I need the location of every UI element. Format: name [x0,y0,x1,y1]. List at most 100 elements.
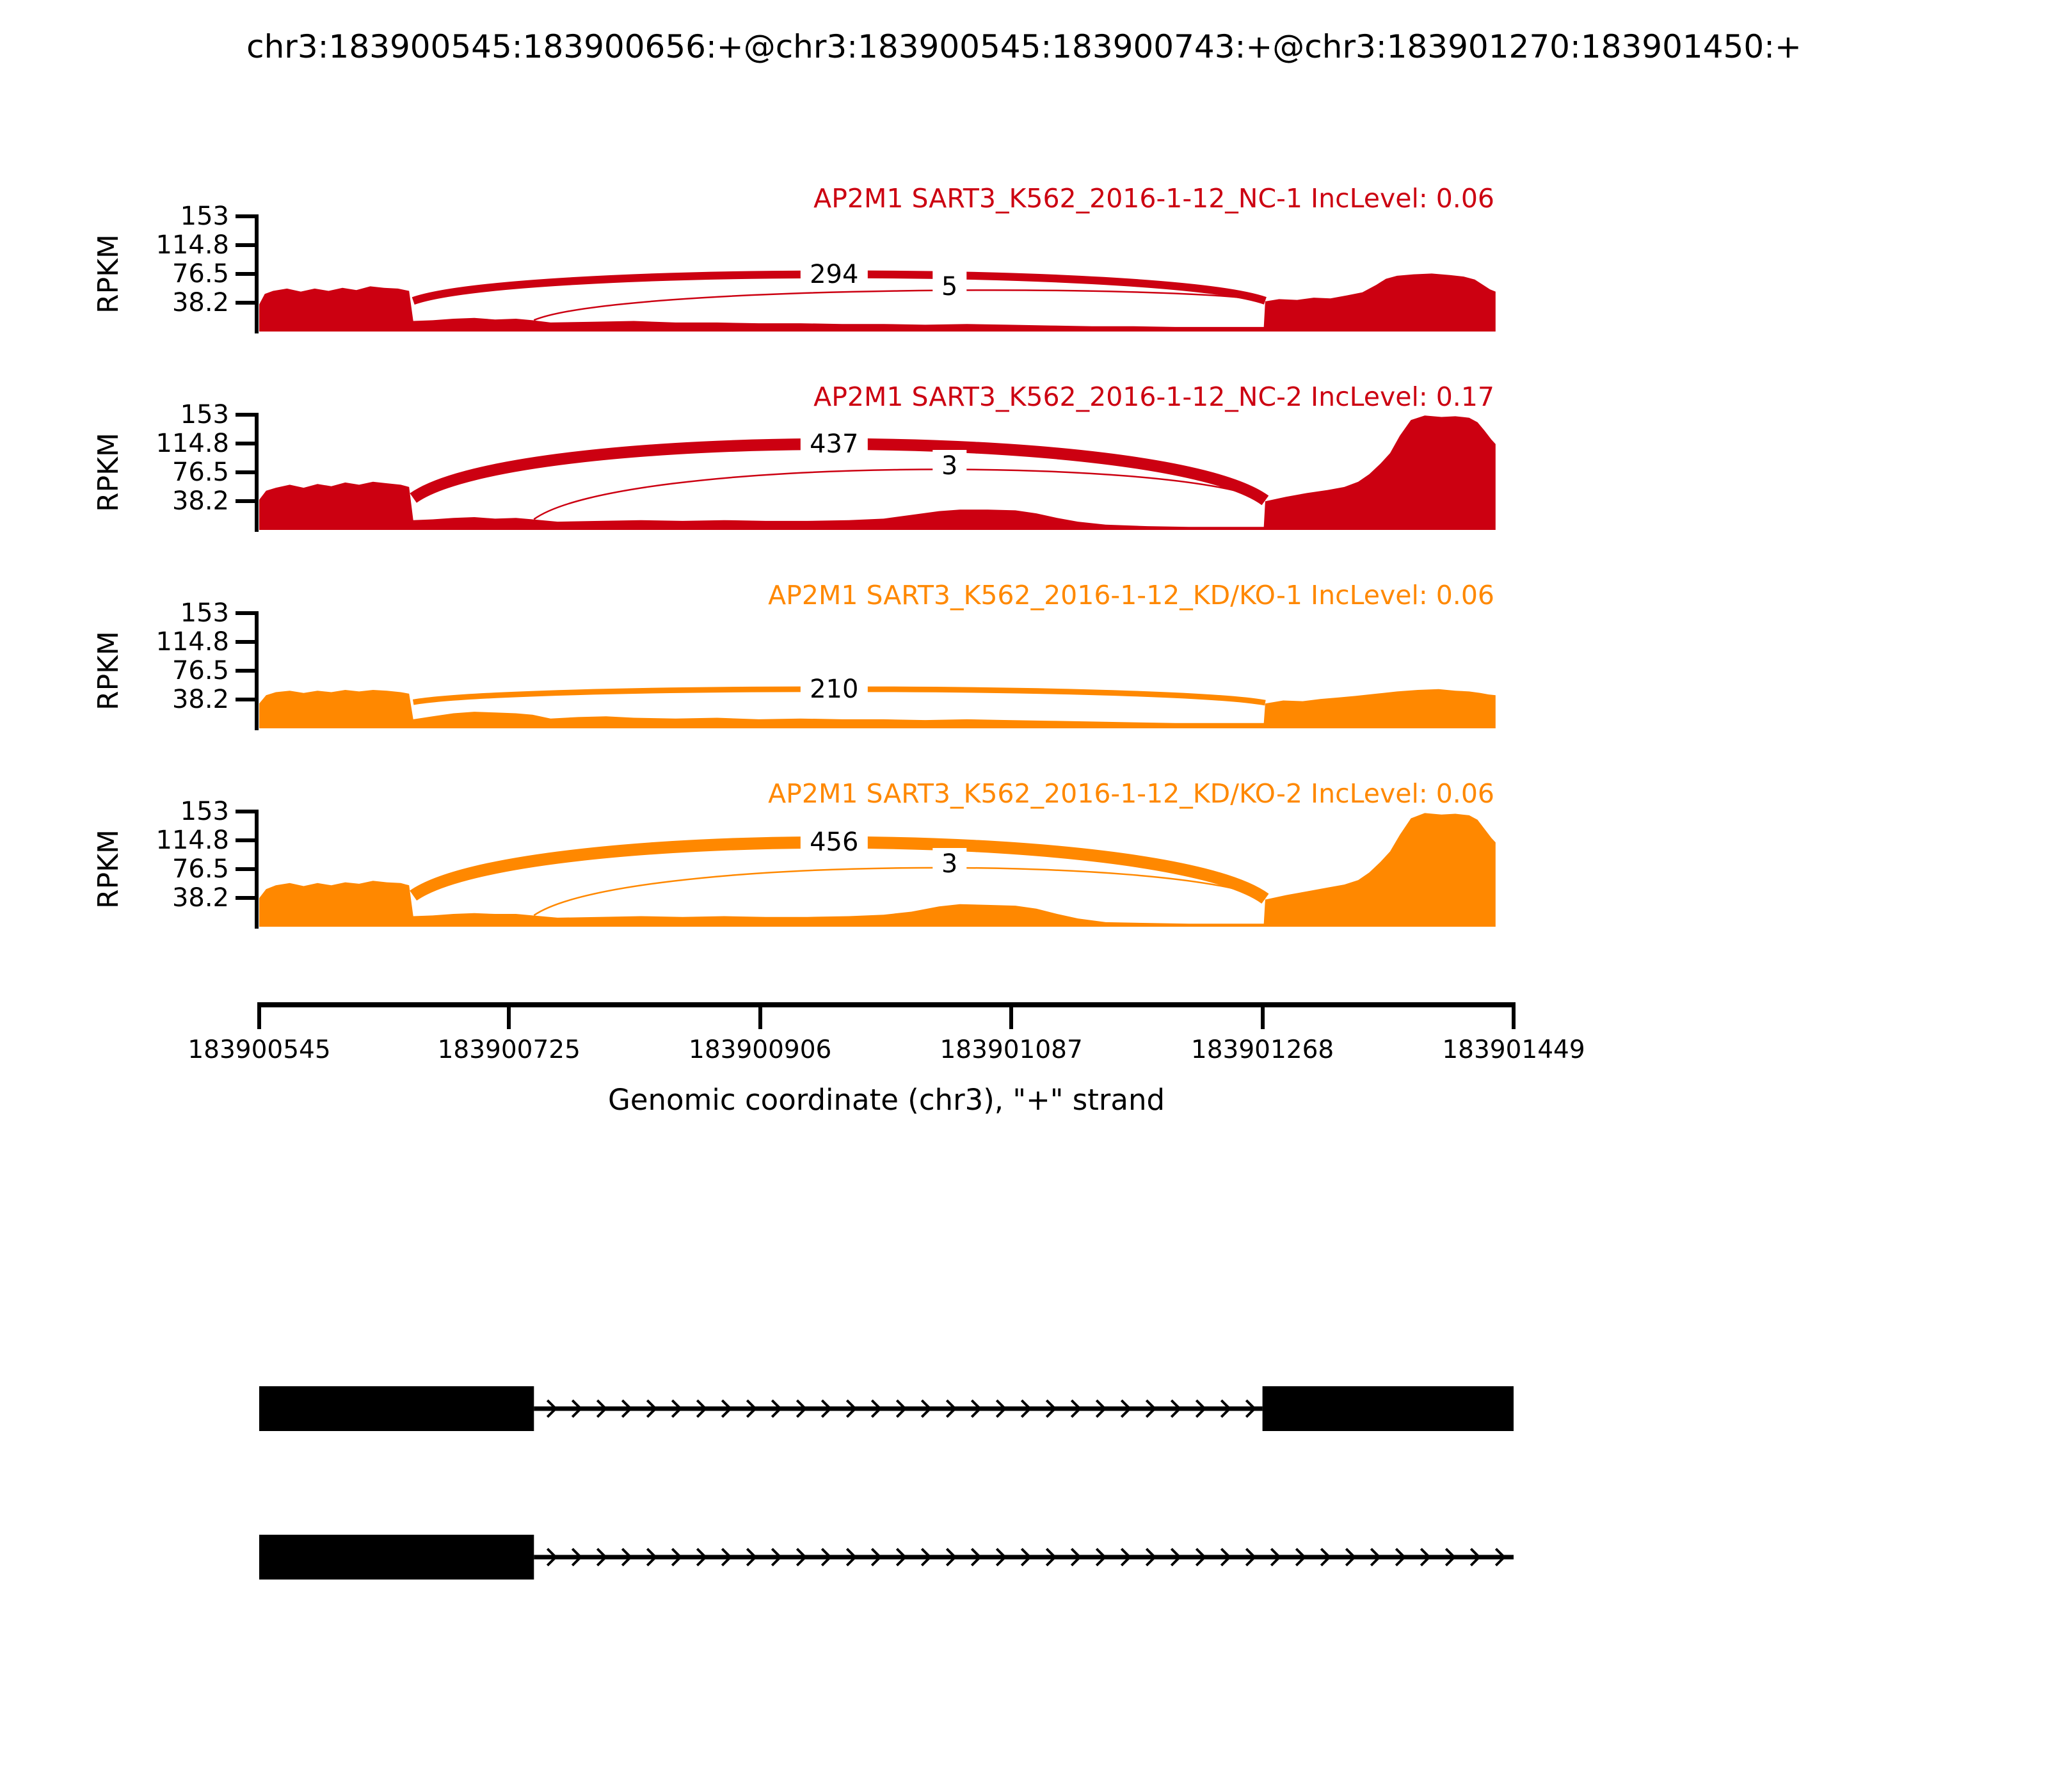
x-axis-tick-label: 183901087 [940,1036,1083,1064]
y-axis-tick-label: 153 [180,202,229,231]
y-axis-tick [236,301,255,305]
track-label: AP2M1 SART3_K562_2016-1-12_NC-1 IncLevel… [813,183,1494,214]
x-axis-tick [507,1007,511,1029]
strand-direction-arrow [671,1399,683,1418]
y-axis-spine [255,611,259,730]
strand-direction-arrow [721,1548,733,1567]
coverage-area [259,273,1496,332]
strand-direction-arrow [870,1399,883,1418]
y-axis-tick-label: 38.2 [172,288,229,318]
y-axis-tick [236,639,255,644]
strand-direction-arrow [621,1548,633,1567]
x-axis-title: Genomic coordinate (chr3), "+" strand [607,1083,1165,1117]
strand-direction-arrow [746,1548,758,1567]
y-axis-tick-label: 38.2 [172,486,229,516]
strand-direction-arrow [1070,1548,1082,1567]
x-axis-tick-label: 183900545 [188,1036,331,1064]
y-axis-tick-label: 38.2 [172,685,229,715]
junction-read-count: 294 [801,258,868,291]
strand-direction-arrow [1420,1548,1432,1567]
strand-direction-arrow [1120,1548,1132,1567]
strand-direction-arrow [1469,1548,1482,1567]
y-axis-tick-label: 76.5 [172,854,229,884]
strand-direction-arrow [920,1399,932,1418]
y-axis-tick [236,470,255,474]
strand-direction-arrow [646,1399,658,1418]
y-axis-tick-label: 76.5 [172,656,229,685]
track-label: AP2M1 SART3_K562_2016-1-12_KD/KO-2 IncLe… [768,778,1494,809]
exon-box [259,1535,534,1580]
strand-direction-arrow [1220,1548,1232,1567]
strand-direction-arrow [1120,1399,1132,1418]
strand-direction-arrow [1245,1399,1257,1418]
strand-direction-arrow [1245,1548,1257,1567]
strand-direction-arrow [1045,1399,1057,1418]
y-axis-spine [255,214,259,333]
strand-direction-arrow [671,1548,683,1567]
junction-read-count: 437 [801,428,868,460]
strand-direction-arrow [771,1548,783,1567]
strand-direction-arrow [796,1548,808,1567]
y-axis-tick [236,611,255,615]
strand-direction-arrow [1320,1548,1332,1567]
x-axis-line [257,1002,1516,1007]
strand-direction-arrow [895,1548,908,1567]
y-axis-tick-label: 114.8 [156,230,229,260]
y-axis-tick-label: 38.2 [172,883,229,913]
x-axis-tick [1009,1007,1014,1029]
track-label: AP2M1 SART3_K562_2016-1-12_KD/KO-1 IncLe… [768,580,1494,611]
figure-title: chr3:183900545:183900656:+@chr3:18390054… [246,28,1802,65]
y-axis-tick [236,867,255,871]
strand-direction-arrow [995,1399,1007,1418]
coverage-plot [259,270,1496,332]
y-axis-tick [236,698,255,702]
junction-arc [533,468,1266,520]
y-axis-tick-label: 114.8 [156,825,229,855]
strand-direction-arrow [1220,1399,1232,1418]
coverage-plot [259,813,1496,927]
y-axis-tick [236,272,255,276]
coverage-area [259,813,1496,927]
strand-direction-arrow [1395,1548,1407,1567]
x-axis-tick-label: 183901449 [1442,1036,1585,1064]
junction-arc [533,867,1266,916]
strand-direction-arrow [1095,1399,1107,1418]
strand-direction-arrow [771,1399,783,1418]
y-axis-tick-label: 76.5 [172,458,229,487]
strand-direction-arrow [571,1399,583,1418]
y-axis-tick [236,669,255,673]
y-axis-tick [236,441,255,445]
junction-read-count: 3 [932,848,967,881]
strand-direction-arrow [1020,1548,1032,1567]
x-axis-tick [1260,1007,1265,1029]
strand-direction-arrow [596,1548,608,1567]
strand-direction-arrow [746,1399,758,1418]
y-axis-tick [236,243,255,247]
y-axis-tick [236,896,255,900]
strand-direction-arrow [1195,1548,1207,1567]
strand-direction-arrow [1295,1548,1307,1567]
strand-direction-arrow [646,1548,658,1567]
strand-direction-arrow [895,1399,908,1418]
strand-direction-arrow [945,1548,957,1567]
strand-direction-arrow [870,1548,883,1567]
strand-direction-arrow [571,1548,583,1567]
x-axis-tick [758,1007,762,1029]
strand-direction-arrow [1145,1399,1157,1418]
strand-direction-arrow [845,1399,858,1418]
strand-direction-arrow [1195,1399,1207,1418]
strand-direction-arrow [845,1548,858,1567]
y-axis-tick-label: 153 [180,598,229,628]
transcript-diagram-svg [259,1386,1514,1580]
strand-direction-arrow [796,1399,808,1418]
strand-direction-arrow [546,1548,558,1567]
strand-direction-arrow [1170,1399,1182,1418]
strand-direction-arrow [721,1399,733,1418]
x-axis-tick-label: 183900906 [689,1036,832,1064]
x-axis-tick [1512,1007,1516,1029]
strand-direction-arrow [1345,1548,1357,1567]
coverage-area [259,689,1496,728]
strand-direction-arrow [1020,1399,1032,1418]
strand-direction-arrow [696,1399,708,1418]
strand-direction-arrow [970,1548,982,1567]
